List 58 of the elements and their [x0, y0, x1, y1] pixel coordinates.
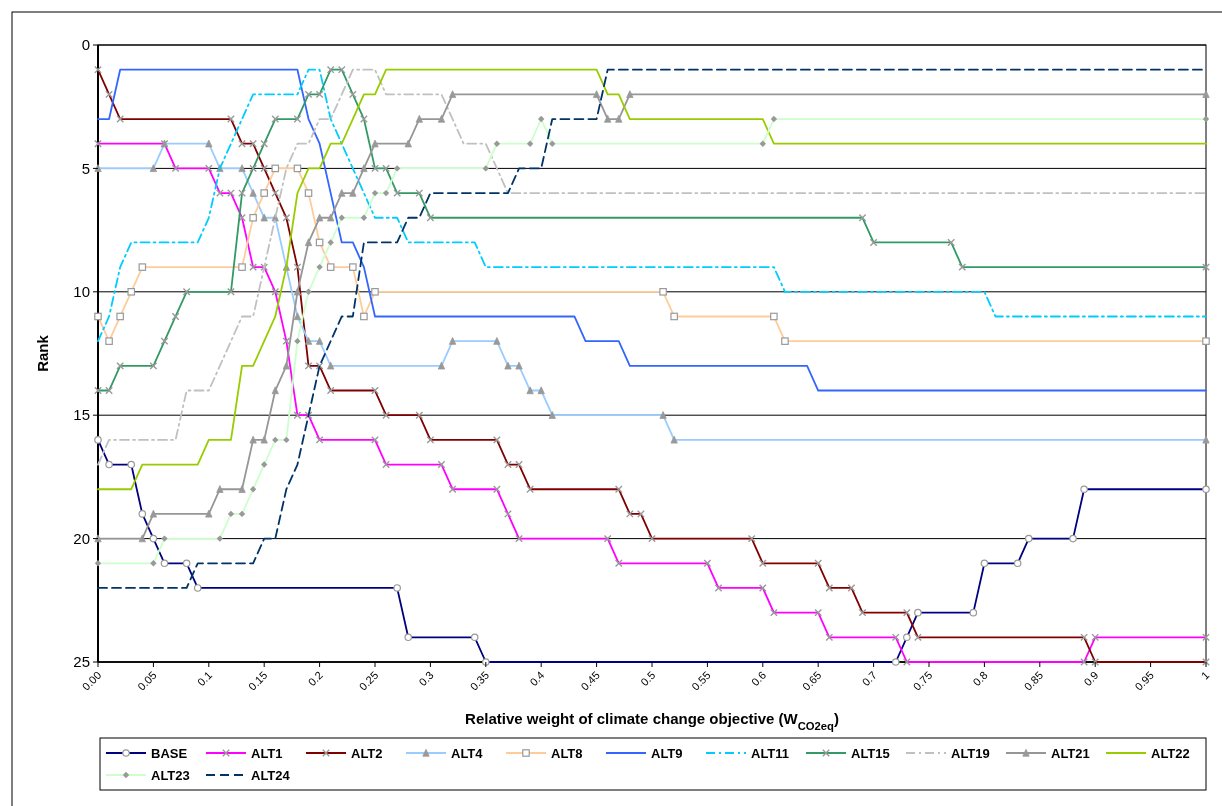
y-tick-label: 25 — [73, 653, 90, 671]
point — [149, 509, 157, 518]
point — [316, 213, 324, 222]
x-tick-label: 1 — [1198, 668, 1212, 682]
x-tick-label: 0.4 — [527, 668, 547, 689]
point — [1202, 90, 1210, 98]
legend-label: BASE — [151, 745, 188, 761]
y-tick-label: 10 — [73, 283, 90, 301]
legend-label: ALT2 — [351, 745, 383, 761]
x-tick-label: 0.00 — [79, 668, 104, 693]
legend-label: ALT4 — [451, 745, 484, 761]
point — [437, 114, 446, 123]
x-tick-label: 0.2 — [305, 668, 326, 689]
point — [404, 139, 412, 148]
point — [271, 386, 279, 395]
y-axis-title: Rank — [34, 334, 51, 372]
x-tick-label: 0.9 — [1081, 668, 1101, 689]
x-tick-label: 0.5 — [638, 668, 658, 689]
point — [238, 485, 246, 493]
point — [626, 90, 634, 98]
point — [415, 114, 423, 123]
legend-label: ALT19 — [951, 745, 990, 761]
x-tick-label: 0.6 — [748, 668, 769, 689]
point — [371, 139, 379, 148]
legend-label: ALT1 — [251, 745, 283, 761]
point — [615, 114, 623, 123]
x-tick-label: 0.1 — [194, 668, 215, 689]
y-tick-label: 15 — [73, 406, 90, 424]
point — [282, 361, 290, 370]
x-tick-label: 0.3 — [416, 668, 436, 689]
point — [349, 188, 357, 197]
legend-label: ALT9 — [651, 745, 683, 761]
point — [293, 287, 302, 296]
point — [249, 435, 257, 444]
x-tick-label: 0.8 — [970, 668, 990, 689]
point — [260, 435, 268, 444]
legend-label: ALT21 — [1051, 745, 1090, 761]
x-axis-title: Relative weight of climate change objective (W$_{CO2eq}$) — [465, 710, 839, 732]
legend-label: ALT15 — [851, 745, 890, 761]
legend-label: ALT24 — [251, 767, 291, 783]
point — [604, 114, 612, 123]
point — [327, 213, 335, 222]
legend-label: ALT22 — [1151, 745, 1190, 761]
y-tick-label: 0 — [81, 36, 90, 54]
legend-label: ALT23 — [151, 767, 190, 783]
point — [138, 534, 146, 543]
point — [360, 164, 368, 172]
point — [593, 90, 601, 98]
point — [338, 188, 346, 197]
point — [448, 90, 457, 98]
y-tick-label: 5 — [81, 159, 90, 177]
point — [304, 238, 313, 247]
y-tick-label: 20 — [73, 529, 90, 547]
legend-label: ALT8 — [551, 745, 583, 761]
point — [216, 485, 224, 493]
point — [205, 509, 213, 518]
x-tick-label: 0.7 — [859, 668, 880, 689]
legend-label: ALT11 — [751, 745, 790, 761]
